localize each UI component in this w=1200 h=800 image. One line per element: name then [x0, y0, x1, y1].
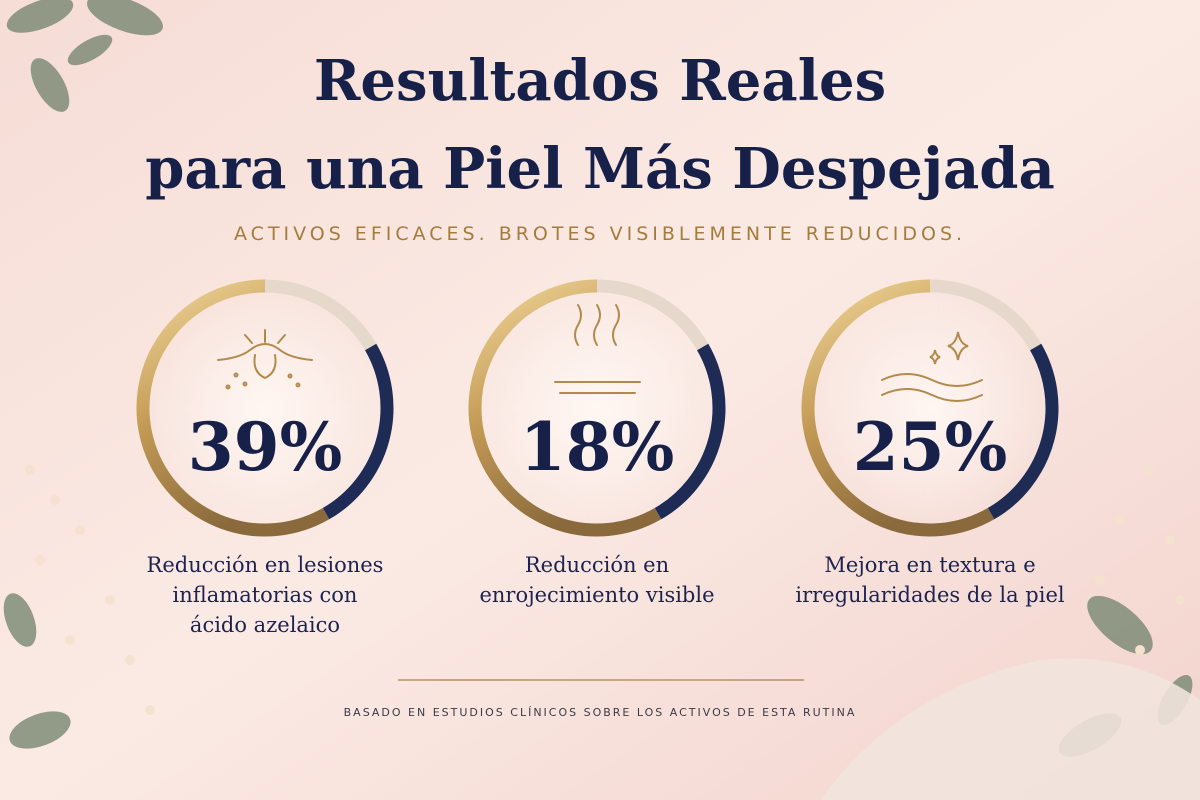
- ring-glow: [150, 293, 380, 523]
- ring-gold: [468, 279, 662, 537]
- title: Resultados Reales: [314, 48, 886, 114]
- blossoms: [25, 465, 1185, 715]
- stat-value: 25%: [853, 408, 1008, 486]
- ring-gold: [136, 279, 330, 537]
- stats: 39% Reducción en lesiones inflamatorias co…: [136, 279, 1065, 637]
- stat-caption: Reducción en lesiones: [147, 553, 384, 577]
- stat-value: 39%: [188, 408, 343, 486]
- ring-accent: [987, 343, 1059, 520]
- footer-note: BASADO EN ESTUDIOS CLÍNICOS SOBRE LOS AC…: [344, 706, 857, 719]
- stat-value: 18%: [520, 408, 675, 486]
- ring-track: [596, 279, 709, 351]
- stat-caption: Reducción en: [525, 553, 669, 577]
- title: para una Piel Más Despejada: [145, 136, 1055, 202]
- ring-accent: [322, 343, 394, 520]
- ring-gold: [801, 279, 995, 537]
- ring-track: [264, 279, 377, 351]
- stat-caption: enrojecimiento visible: [479, 583, 714, 607]
- stat-caption: inflamatorias con: [173, 583, 358, 607]
- ring-track: [929, 279, 1042, 351]
- stat-caption: irregularidades de la piel: [795, 583, 1065, 607]
- stat-caption: Mejora en textura e: [824, 553, 1035, 577]
- ring-glow: [815, 293, 1045, 523]
- stat-caption: ácido azelaico: [190, 613, 340, 637]
- subtitle: ACTIVOS EFICACES. BROTES VISIBLEMENTE RE…: [234, 223, 966, 245]
- icons: [217, 304, 983, 402]
- ring-accent: [654, 343, 726, 520]
- ring-glow: [482, 293, 712, 523]
